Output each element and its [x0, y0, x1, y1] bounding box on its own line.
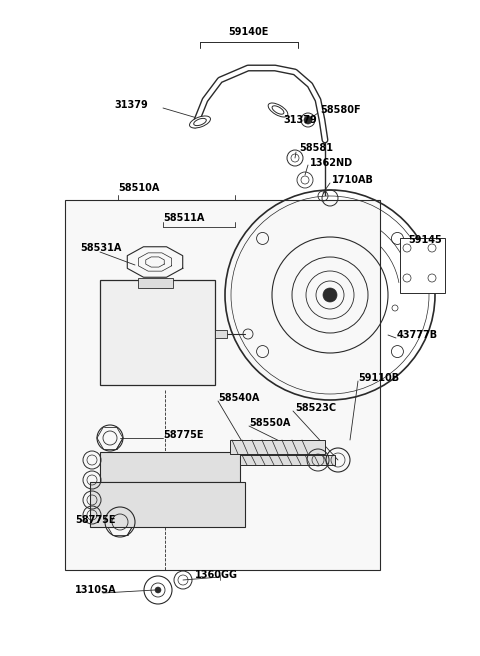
Circle shape [323, 288, 337, 302]
Text: 58775E: 58775E [75, 515, 116, 525]
Text: 59110B: 59110B [358, 373, 399, 383]
Text: 43777B: 43777B [397, 330, 438, 340]
Text: 58511A: 58511A [163, 213, 204, 223]
Circle shape [155, 587, 161, 593]
Ellipse shape [194, 118, 206, 125]
Text: 58523C: 58523C [295, 403, 336, 413]
Text: 58580F: 58580F [320, 105, 360, 115]
Bar [65, 200, 380, 570]
Circle shape [304, 116, 312, 124]
Text: 1360GG: 1360GG [195, 570, 238, 580]
Ellipse shape [268, 103, 288, 117]
Text: 58550A: 58550A [249, 418, 290, 428]
Text: 59145: 59145 [408, 235, 442, 245]
Bar [400, 238, 445, 293]
Text: 58540A: 58540A [218, 393, 259, 403]
Bar [90, 482, 245, 527]
Bar [230, 440, 325, 454]
Ellipse shape [272, 106, 284, 114]
Text: 58775E: 58775E [163, 430, 204, 440]
Text: 1710AB: 1710AB [332, 175, 374, 185]
Text: 58510A: 58510A [118, 183, 159, 193]
Text: 58531A: 58531A [80, 243, 121, 253]
Bar [215, 330, 227, 338]
Text: 58581: 58581 [299, 143, 333, 153]
Text: 31379: 31379 [283, 115, 317, 125]
Bar [100, 280, 215, 385]
Bar [100, 452, 240, 482]
Text: 1310SA: 1310SA [75, 585, 117, 595]
Ellipse shape [190, 116, 210, 128]
Text: 31379: 31379 [114, 100, 148, 110]
Text: 59140E: 59140E [228, 27, 268, 37]
Text: 1362ND: 1362ND [310, 158, 353, 168]
Bar [138, 278, 173, 288]
Bar [240, 455, 335, 465]
